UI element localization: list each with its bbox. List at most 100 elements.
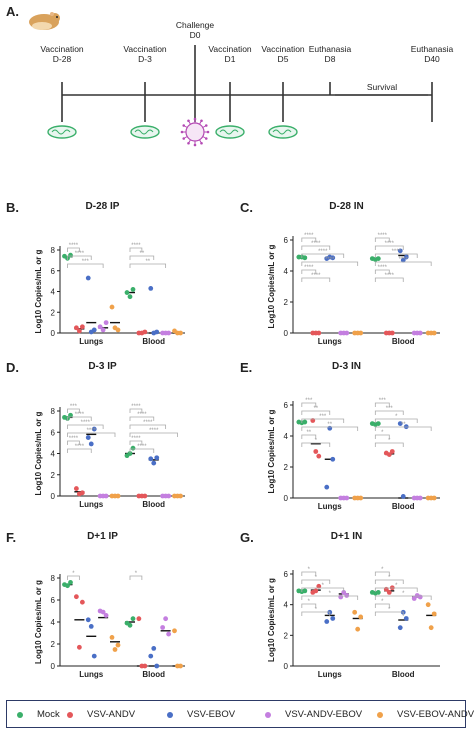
y-tick-label: 0: [284, 662, 289, 671]
significance-bracket: [301, 261, 359, 266]
timeline-event: Vaccination D-28: [40, 44, 83, 64]
significance-bracket: [301, 245, 331, 250]
significance-bracket: [301, 442, 331, 447]
significance-label: ****: [392, 249, 402, 255]
significance-label: ****: [311, 273, 321, 279]
data-point: [375, 590, 381, 595]
data-point: [324, 484, 330, 490]
y-tick-label: 6: [284, 401, 289, 410]
timeline-event: Challenge D0: [176, 20, 214, 40]
chart-f: 0 2 4 6 8 Log10 Copies/mL or g Lungs * Blood *: [34, 571, 185, 679]
data-point: [316, 330, 322, 336]
data-point: [85, 435, 91, 440]
timeline-event: Vaccination D-3: [123, 44, 166, 64]
data-point: [375, 256, 381, 261]
y-tick-label: 0: [51, 662, 56, 671]
data-point: [375, 421, 381, 426]
significance-bracket: [374, 579, 404, 584]
panel-letter: D.: [6, 360, 19, 375]
data-point: [163, 616, 169, 622]
data-point: [154, 329, 160, 335]
legend-marker: [17, 711, 23, 718]
legend-label: VSV-ANDV: [87, 709, 136, 720]
data-point: [358, 330, 364, 336]
legend-label: VSV-EBOV-ANDV: [397, 709, 474, 720]
data-point: [411, 596, 417, 601]
data-point: [431, 495, 437, 501]
significance-bracket: [301, 426, 359, 431]
x-category-label: Lungs: [79, 670, 104, 679]
y-tick-label: 8: [51, 246, 56, 255]
y-tick-label: 8: [51, 407, 56, 416]
data-point: [124, 290, 130, 295]
y-axis-label: Log10 Copies/mL or g: [267, 244, 276, 328]
data-point: [79, 599, 85, 605]
data-point: [154, 455, 160, 461]
data-point: [85, 617, 91, 623]
significance-bracket: [374, 261, 432, 266]
y-axis-label: Log10 Copies/mL or g: [267, 409, 276, 493]
y-tick-label: 4: [51, 618, 56, 627]
significance-label: *: [381, 567, 384, 573]
significance-label: *: [72, 571, 75, 577]
legend-marker: [377, 711, 383, 718]
data-point: [417, 330, 423, 336]
data-point: [127, 294, 133, 300]
x-category-label: Blood: [392, 502, 415, 511]
y-tick-label: 4: [51, 288, 56, 297]
data-point: [403, 254, 409, 260]
significance-bracket: [67, 416, 92, 421]
significance-bracket: [129, 255, 155, 260]
data-point: [400, 257, 406, 263]
significance-bracket: [374, 434, 390, 439]
x-category-label: Blood: [392, 337, 415, 346]
significance-label: **: [313, 406, 318, 412]
data-point: [344, 593, 350, 598]
legend-label: Mock: [37, 709, 60, 720]
significance-label: *: [308, 567, 311, 573]
data-point: [148, 456, 154, 462]
data-point: [344, 495, 350, 501]
significance-label: *: [402, 591, 405, 597]
data-point: [313, 588, 319, 594]
chart-g: 0 2 4 6 Log10 Copies/mL or g Lungs * * * * * * Blood…: [267, 567, 440, 679]
data-point: [352, 609, 358, 615]
y-tick-label: 4: [284, 432, 289, 441]
data-point: [73, 594, 79, 600]
legend-item: VSV-EBOV-ANDV: [377, 709, 474, 720]
data-point: [127, 451, 133, 456]
significance-bracket: [374, 269, 390, 274]
significance-bracket: [374, 587, 418, 592]
data-point: [79, 490, 85, 496]
significance-bracket: [301, 277, 331, 282]
data-point: [417, 495, 423, 501]
y-axis-label: Log10 Copies/mL or g: [34, 580, 43, 664]
significance-bracket: [374, 402, 390, 407]
timeline-event-name: Vaccination: [40, 44, 84, 54]
data-point: [389, 330, 395, 336]
panel-letter: G.: [240, 530, 254, 545]
timeline-event-name: Euthanasia: [308, 44, 352, 54]
data-point: [130, 287, 136, 292]
significance-label: *: [395, 414, 398, 420]
data-point: [130, 445, 136, 451]
data-point: [68, 580, 73, 585]
data-point: [330, 616, 336, 621]
y-tick-label: 4: [284, 601, 289, 610]
data-point: [386, 452, 392, 457]
significance-label: **: [306, 430, 311, 436]
significance-bracket: [301, 418, 345, 423]
significance-label: ***: [319, 414, 327, 420]
data-point: [358, 614, 364, 620]
y-tick-label: 0: [51, 492, 56, 501]
data-point: [109, 635, 115, 640]
survival-label: Survival: [366, 82, 398, 92]
data-point: [65, 583, 70, 589]
significance-label: *: [388, 607, 391, 613]
data-point: [109, 304, 115, 310]
data-point: [112, 647, 118, 652]
y-tick-label: 2: [51, 640, 56, 649]
significance-label: *: [315, 575, 318, 581]
significance-bracket: [374, 611, 404, 616]
